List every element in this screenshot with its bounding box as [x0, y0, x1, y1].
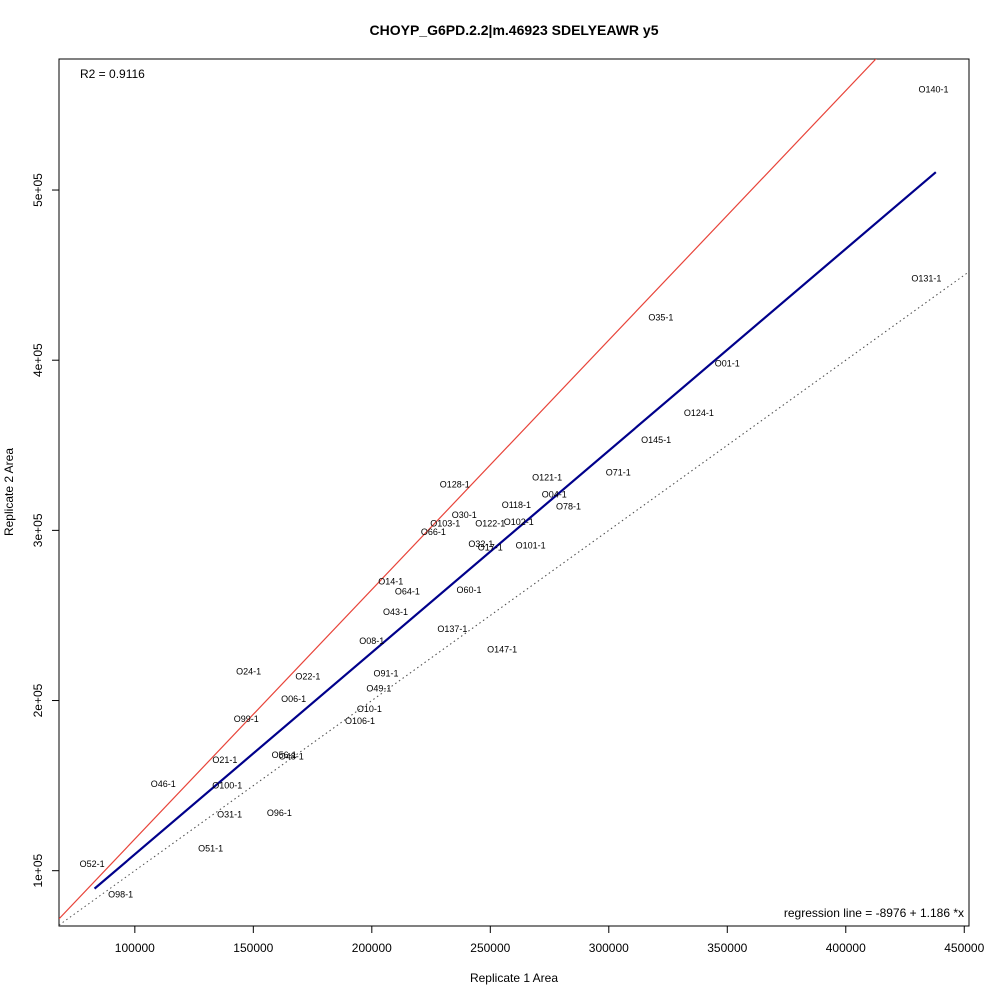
point-label: O08-1 [359, 636, 384, 646]
x-tick-label: 150000 [233, 941, 273, 955]
point-label: O140-1 [918, 85, 948, 95]
point-label: O49-1 [366, 684, 391, 694]
point-label: O131-1 [911, 274, 941, 284]
red-reference-line [59, 59, 877, 920]
point-label: O118-1 [502, 500, 531, 510]
point-label: O48-1 [279, 752, 304, 762]
point-label: O60-1 [456, 585, 481, 595]
x-tick-label: 400000 [826, 941, 866, 955]
point-label: O35-1 [648, 313, 673, 323]
point-label: O32-1 [468, 539, 493, 549]
point-label: O98-1 [108, 890, 133, 900]
x-axis: 100000 150000 200000 250000 300000 350000 4000… [115, 925, 985, 955]
point-label: O31-1 [217, 810, 242, 820]
point-label: O51-1 [198, 844, 223, 854]
y-axis: 1e+05 2e+05 3e+05 4e+05 5e+05 [31, 173, 60, 888]
point-label: O102-1 [504, 517, 534, 527]
point-label: O71-1 [606, 468, 631, 478]
r2-annotation: R2 = 0.9116 [80, 67, 145, 81]
point-label: O147-1 [487, 644, 517, 654]
x-tick-label: 100000 [115, 941, 155, 955]
y-tick-label: 2e+05 [31, 683, 45, 717]
x-tick-label: 350000 [707, 941, 747, 955]
point-label: O91-1 [374, 668, 399, 678]
point-label: O04-1 [542, 490, 567, 500]
point-label: O101-1 [516, 541, 546, 551]
identity-line [59, 271, 969, 926]
point-label: O43-1 [383, 607, 408, 617]
point-label: O30-1 [452, 510, 477, 520]
y-axis-label: Replicate 2 Area [2, 448, 16, 536]
point-label: O22-1 [295, 672, 320, 682]
x-tick-label: 450000 [944, 941, 984, 955]
plot-frame [58, 58, 970, 927]
point-label: O64-1 [395, 587, 420, 597]
point-label: O124-1 [684, 408, 714, 418]
point-label: O66-1 [421, 527, 446, 537]
point-label: O122-1 [475, 519, 505, 529]
point-label: O99-1 [234, 714, 259, 724]
x-axis-label: Replicate 1 Area [470, 971, 558, 985]
point-label: O128-1 [440, 479, 470, 489]
point-label: O137-1 [437, 624, 467, 634]
point-label: O17-1 [478, 542, 503, 552]
y-tick-label: 1e+05 [31, 854, 45, 888]
point-label: O24-1 [236, 667, 261, 677]
point-label: O01-1 [715, 359, 740, 369]
point-label: O10-1 [357, 704, 382, 714]
point-label: O96-1 [267, 808, 292, 818]
chart-title: CHOYP_G6PD.2.2|m.46923 SDELYEAWR y5 [370, 22, 659, 38]
y-tick-label: 4e+05 [31, 343, 45, 377]
point-label: O106-1 [345, 716, 375, 726]
y-tick-label: 3e+05 [31, 513, 45, 547]
point-label: O100-1 [212, 781, 242, 791]
point-label: O52-1 [80, 859, 105, 869]
regression-annotation: regression line = -8976 + 1.186 *x [784, 906, 964, 920]
point-labels: O140-1 O131-1 O35-1 O01-1 O124-1 O145-1 O71-1 O… [80, 85, 949, 900]
point-label: O56-1 [272, 750, 297, 760]
regression-line [93, 171, 937, 890]
point-label: O06-1 [281, 694, 306, 704]
point-label: O103-1 [430, 519, 460, 529]
point-label: O145-1 [641, 435, 671, 445]
point-label: O14-1 [378, 576, 403, 586]
x-tick-label: 200000 [352, 941, 392, 955]
x-tick-label: 250000 [470, 941, 510, 955]
point-label: O21-1 [212, 755, 237, 765]
point-label: O121-1 [532, 473, 562, 483]
x-tick-label: 300000 [589, 941, 629, 955]
reference-lines [59, 59, 969, 926]
point-label: O78-1 [556, 502, 581, 512]
y-tick-label: 5e+05 [31, 173, 45, 207]
point-label: O46-1 [151, 779, 176, 789]
